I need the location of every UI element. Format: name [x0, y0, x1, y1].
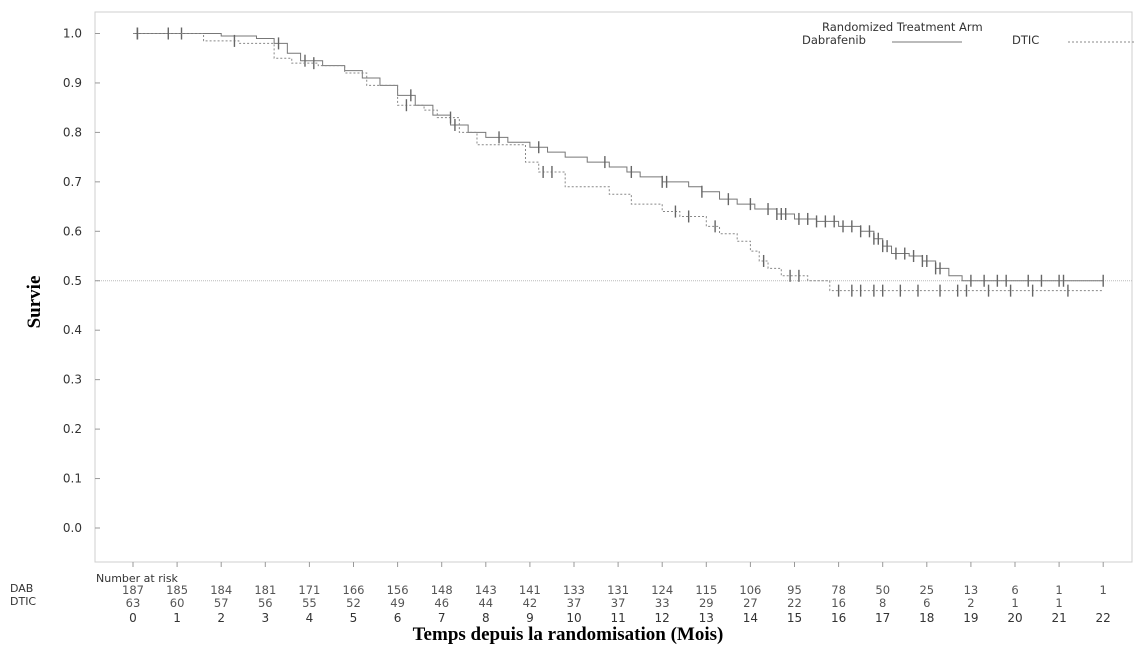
y-tick-label: 0.7 — [63, 175, 82, 189]
risk-value-dab: 25 — [919, 583, 934, 597]
risk-value-dtic: 37 — [611, 596, 626, 610]
risk-value-dab: 156 — [387, 583, 409, 597]
risk-value-dab: 143 — [475, 583, 497, 597]
risk-value-dab: 171 — [298, 583, 320, 597]
x-tick-label: 5 — [350, 611, 358, 625]
risk-value-dab: 124 — [651, 583, 673, 597]
risk-value-dtic: 57 — [214, 596, 229, 610]
x-tick-label: 20 — [1007, 611, 1022, 625]
risk-value-dab: 181 — [254, 583, 276, 597]
risk-table: Number at risk DAB DTIC 187 185 184 181 171 1… — [10, 572, 1107, 610]
risk-value-dtic: 52 — [346, 596, 361, 610]
risk-value-dtic: 37 — [567, 596, 582, 610]
x-tick-label: 3 — [261, 611, 269, 625]
risk-value-dab: 184 — [210, 583, 232, 597]
legend-title: Randomized Treatment Arm — [822, 20, 983, 34]
risk-value-dtic: 44 — [478, 596, 493, 610]
y-tick-label: 0.2 — [63, 422, 82, 436]
risk-value-dtic: 33 — [655, 596, 670, 610]
x-tick-label: 18 — [919, 611, 934, 625]
risk-values: 187 185 184 181 171 166 156 148 143 141 133 131 124 1… — [122, 583, 1107, 610]
risk-value-dab: 78 — [831, 583, 846, 597]
risk-value-dab: 6 — [1011, 583, 1018, 597]
risk-value-dab: 148 — [431, 583, 453, 597]
risk-value-dab: 1 — [1055, 583, 1062, 597]
y-tick-label: 0.4 — [63, 323, 82, 337]
risk-value-dtic: 6 — [923, 596, 930, 610]
risk-value-dtic: 49 — [390, 596, 405, 610]
y-tick-label: 0.1 — [63, 472, 82, 486]
series-line-dabrafenib — [133, 33, 1104, 282]
risk-value-dtic: 63 — [126, 596, 141, 610]
x-tick-label: 21 — [1051, 611, 1066, 625]
x-tick-label: 10 — [566, 611, 581, 625]
x-tick-label: 15 — [787, 611, 802, 625]
x-axis-ticks: 0 1 2 3 4 5 6 7 8 9 10 11 12 13 14 15 16 17 18 19 20 21 22 — [129, 562, 1111, 625]
risk-value-dtic: 16 — [831, 596, 846, 610]
x-tick-label: 7 — [438, 611, 446, 625]
y-tick-label: 0.3 — [63, 373, 82, 387]
legend-label-dabrafenib: Dabrafenib — [802, 33, 866, 47]
risk-value-dtic: 46 — [434, 596, 449, 610]
risk-value-dtic: 55 — [302, 596, 317, 610]
x-tick-label: 0 — [129, 611, 137, 625]
risk-value-dtic: 29 — [699, 596, 714, 610]
y-tick-label: 0.9 — [63, 76, 82, 90]
y-tick-label: 0.6 — [63, 224, 82, 238]
x-tick-label: 6 — [394, 611, 402, 625]
risk-value-dab: 131 — [607, 583, 629, 597]
risk-row-label-dtic: DTIC — [10, 595, 36, 608]
x-tick-label: 19 — [963, 611, 978, 625]
y-tick-label: 0.8 — [63, 125, 82, 139]
y-tick-label: 0.5 — [63, 274, 82, 288]
y-axis-ticks: 0.0 0.1 0.2 0.3 0.4 0.5 0.6 0.7 0.8 0.9 1.0 — [63, 27, 100, 535]
y-tick-label: 1.0 — [63, 27, 82, 41]
x-axis-label: Temps depuis la randomisation (Mois) — [413, 624, 724, 645]
x-tick-label: 1 — [173, 611, 181, 625]
risk-value-dtic: 8 — [879, 596, 886, 610]
risk-value-dab: 133 — [563, 583, 585, 597]
risk-value-dab: 95 — [787, 583, 802, 597]
risk-value-dtic: 1 — [1011, 596, 1018, 610]
plot-area — [94, 11, 1133, 563]
x-tick-label: 4 — [306, 611, 314, 625]
risk-row-label-dab: DAB — [10, 582, 33, 595]
series-line-dtic — [133, 33, 1104, 292]
y-tick-label: 0.0 — [63, 521, 82, 535]
risk-value-dab: 115 — [695, 583, 717, 597]
risk-value-dab: 141 — [519, 583, 541, 597]
risk-value-dtic: 2 — [967, 596, 974, 610]
risk-value-dab: 185 — [166, 583, 188, 597]
legend: Randomized Treatment Arm Dabrafenib DTIC — [802, 20, 1134, 47]
risk-value-dtic: 1 — [1055, 596, 1062, 610]
x-tick-label: 2 — [217, 611, 225, 625]
x-tick-label: 13 — [699, 611, 714, 625]
x-tick-label: 14 — [743, 611, 758, 625]
risk-value-dab: 13 — [964, 583, 979, 597]
risk-value-dtic: 56 — [258, 596, 273, 610]
x-tick-label: 9 — [526, 611, 534, 625]
risk-value-dtic: 42 — [523, 596, 538, 610]
risk-value-dtic: 60 — [170, 596, 185, 610]
risk-value-dab: 106 — [739, 583, 761, 597]
series-layer — [133, 27, 1104, 297]
x-tick-label: 22 — [1096, 611, 1111, 625]
risk-value-dab: 1 — [1100, 583, 1107, 597]
legend-label-dtic: DTIC — [1012, 33, 1039, 47]
risk-value-dtic: 27 — [743, 596, 758, 610]
risk-value-dtic: 22 — [787, 596, 802, 610]
x-tick-label: 16 — [831, 611, 846, 625]
x-tick-label: 12 — [655, 611, 670, 625]
risk-value-dab: 50 — [875, 583, 890, 597]
risk-value-dab: 166 — [343, 583, 365, 597]
risk-value-dab: 187 — [122, 583, 144, 597]
x-tick-label: 8 — [482, 611, 490, 625]
y-axis-label: Survie — [24, 276, 45, 329]
x-tick-label: 11 — [610, 611, 625, 625]
x-tick-label: 17 — [875, 611, 890, 625]
risk-table-title: Number at risk — [96, 572, 179, 585]
